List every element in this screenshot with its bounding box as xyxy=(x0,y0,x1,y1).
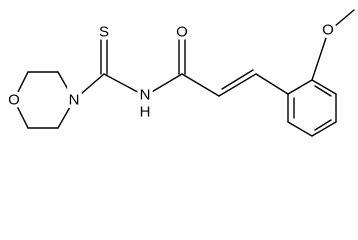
bonds xyxy=(13,9,355,137)
bond xyxy=(221,69,254,90)
bond xyxy=(327,9,355,33)
atom-label: O xyxy=(322,22,334,39)
atom-label: O xyxy=(176,24,188,41)
bond xyxy=(144,73,183,97)
bond xyxy=(73,73,105,101)
bond xyxy=(218,73,257,97)
bond xyxy=(255,73,289,95)
bond xyxy=(314,119,332,131)
bond xyxy=(181,73,220,97)
atom-labels: S N H O O N O xyxy=(5,18,338,124)
atom-label: S xyxy=(99,24,109,41)
structure-diagram: S N H O O N O xyxy=(5,9,355,137)
atom-label: H xyxy=(140,104,151,121)
bond xyxy=(13,71,29,101)
atom-label: O xyxy=(8,92,20,109)
bond xyxy=(311,31,329,81)
atom-label: N xyxy=(140,87,151,104)
bond xyxy=(57,99,75,129)
bond xyxy=(103,73,146,97)
bond xyxy=(287,121,313,137)
bond xyxy=(13,99,29,129)
bond xyxy=(287,79,313,95)
atom-label: N xyxy=(69,92,80,109)
bond xyxy=(311,79,337,95)
bond xyxy=(314,85,332,97)
bond xyxy=(57,71,75,101)
bond xyxy=(311,121,337,137)
